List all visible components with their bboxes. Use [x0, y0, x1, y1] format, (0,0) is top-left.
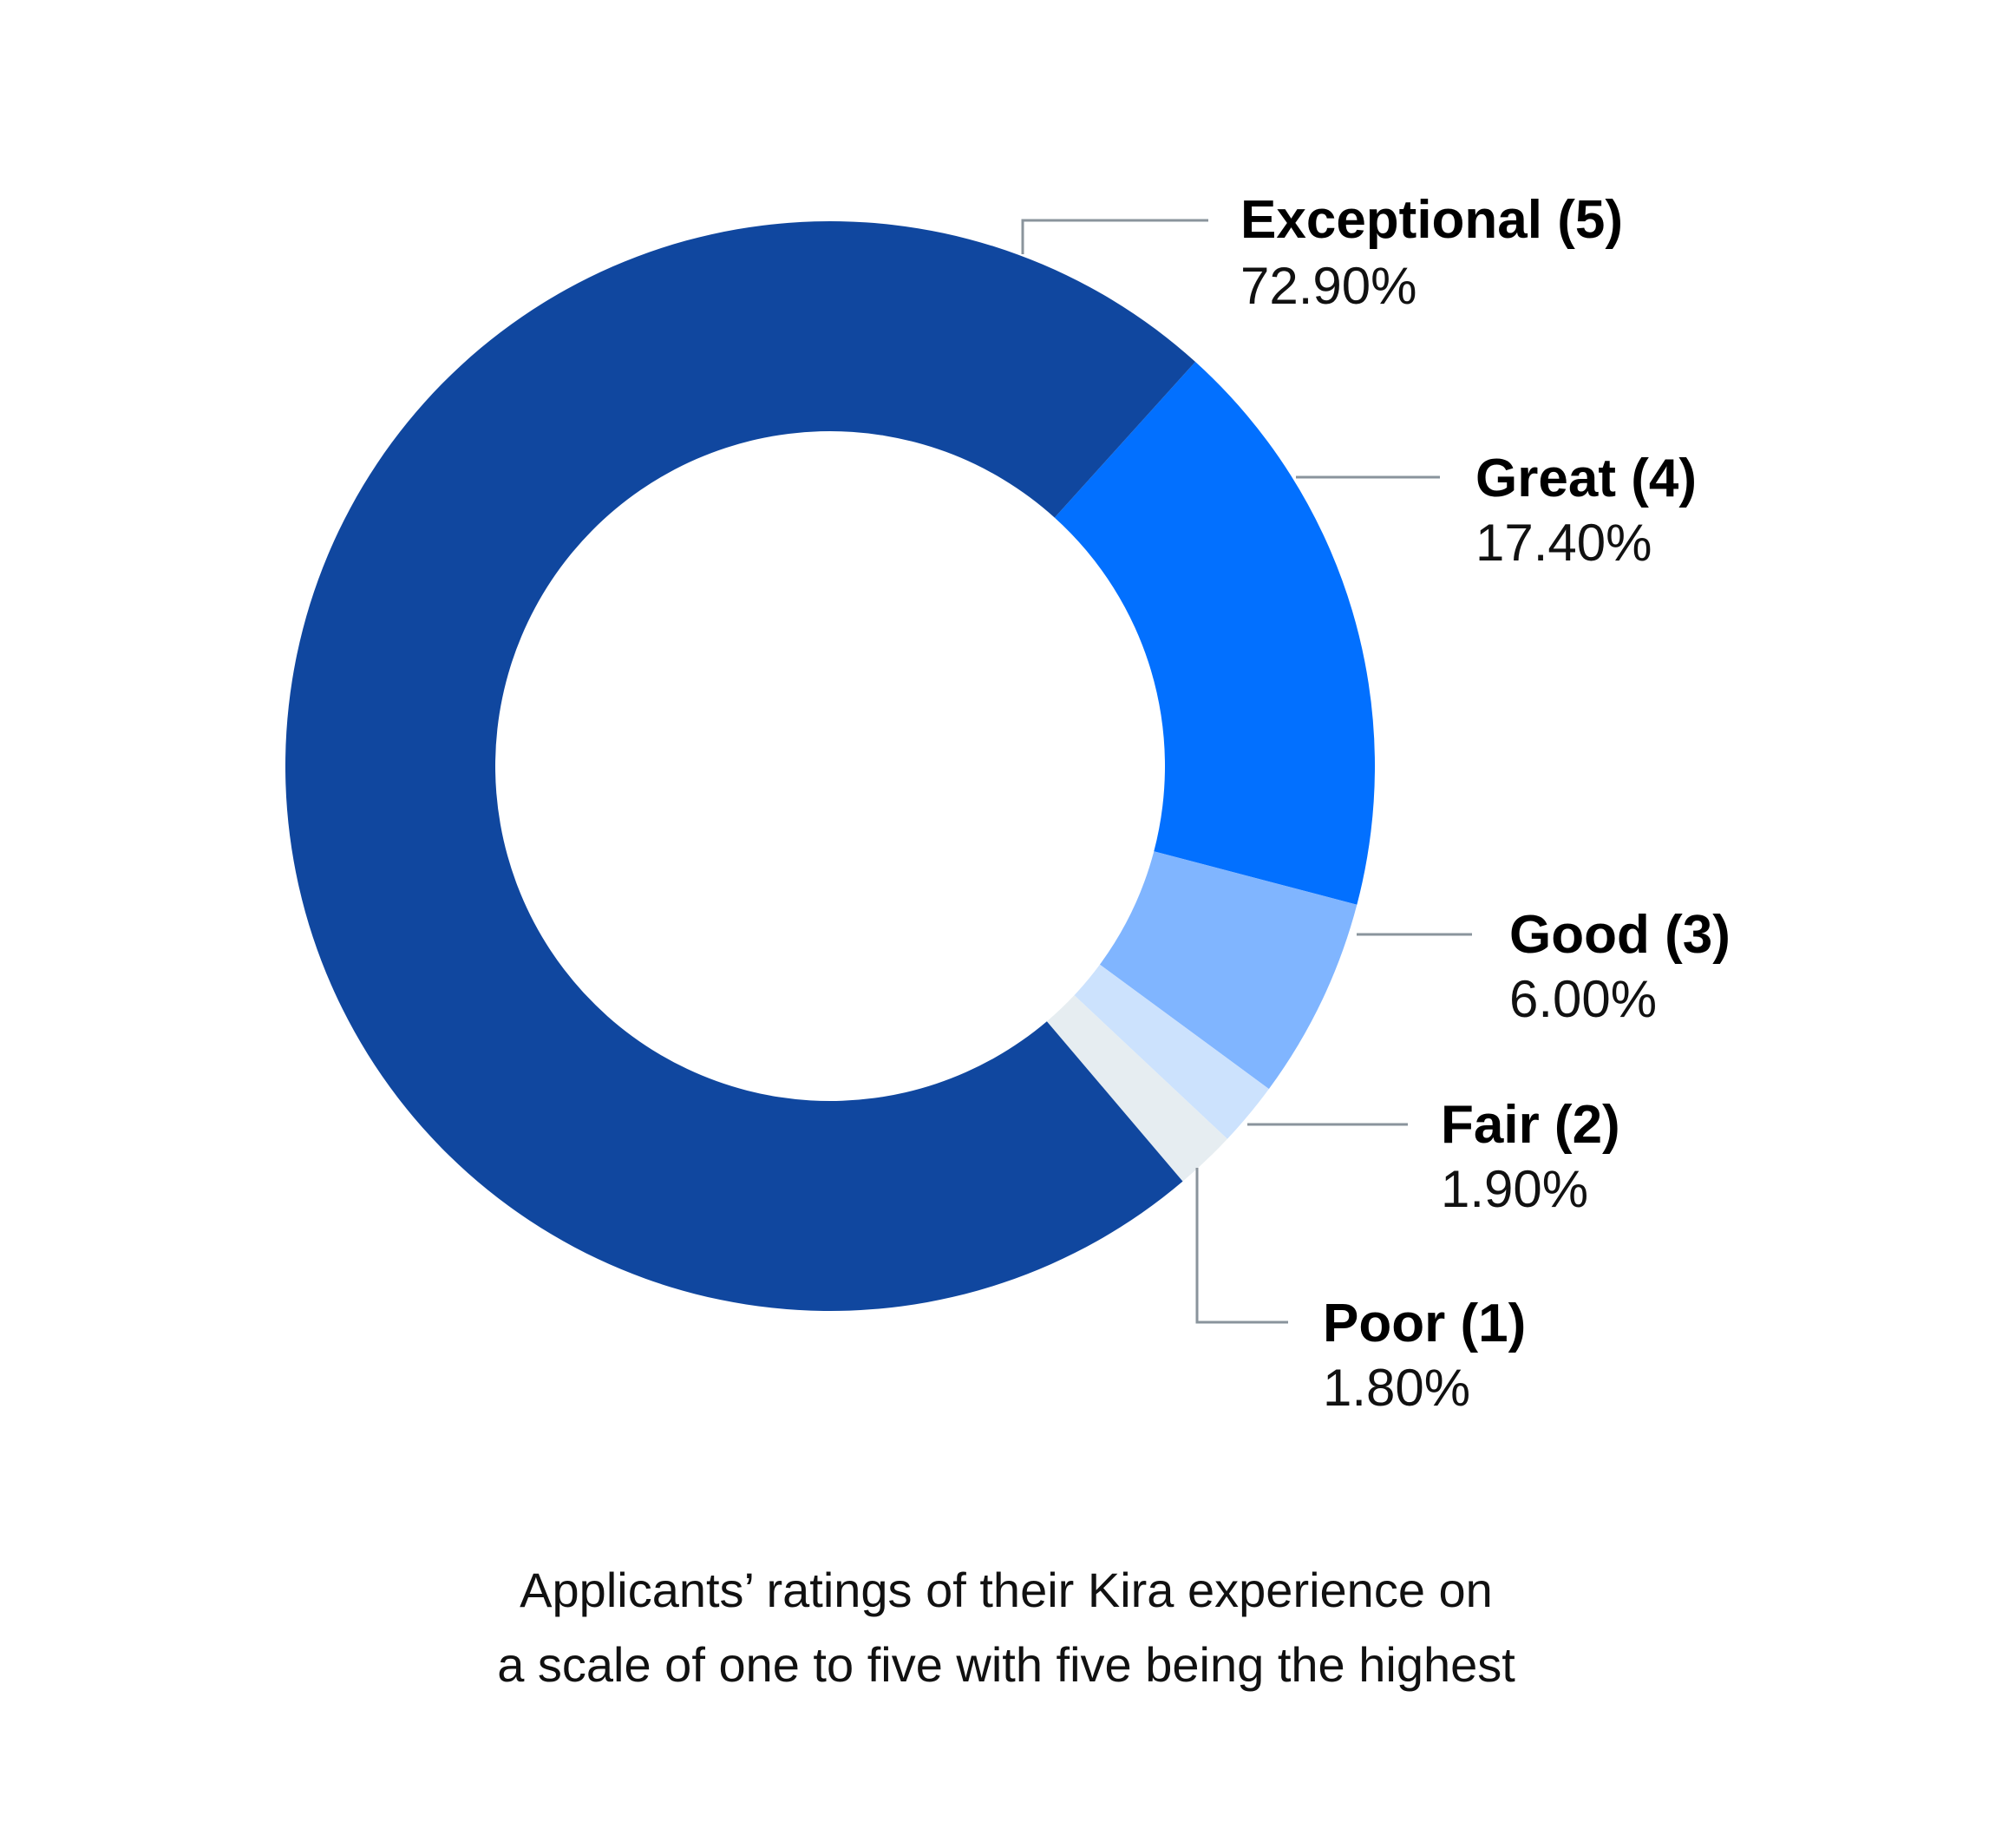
label-exceptional: Exceptional (5) 72.90%	[1240, 190, 1623, 315]
label-pct-great: 17.40%	[1475, 514, 1652, 572]
label-pct-exceptional: 72.90%	[1240, 257, 1417, 315]
label-great: Great (4) 17.40%	[1475, 449, 1697, 572]
label-pct-good: 6.00%	[1509, 970, 1657, 1028]
slice-great	[1054, 362, 1376, 905]
caption-line-2: a scale of one to five with five being t…	[497, 1637, 1515, 1692]
label-name-great: Great (4)	[1475, 449, 1697, 508]
caption-line-1: Applicants’ ratings of their Kira experi…	[520, 1563, 1493, 1617]
leader-line-poor	[1195, 1168, 1288, 1324]
chart-caption: Applicants’ ratings of their Kira experi…	[497, 1563, 1515, 1692]
slice-good	[1099, 851, 1358, 1090]
slice-exceptional	[285, 220, 1196, 1311]
leader-line-exceptional	[1021, 219, 1208, 254]
label-fair: Fair (2) 1.90%	[1441, 1095, 1620, 1218]
label-good: Good (3) 6.00%	[1509, 905, 1730, 1028]
slice-fair	[1074, 964, 1269, 1139]
label-name-exceptional: Exceptional (5)	[1240, 190, 1623, 250]
leader-lines	[1021, 219, 1472, 1324]
label-name-poor: Poor (1)	[1323, 1294, 1526, 1353]
label-name-fair: Fair (2)	[1441, 1095, 1620, 1155]
label-pct-poor: 1.80%	[1323, 1359, 1470, 1417]
label-pct-fair: 1.90%	[1441, 1160, 1588, 1218]
label-name-good: Good (3)	[1509, 905, 1730, 965]
slice-poor	[1046, 995, 1227, 1182]
donut-slices	[285, 220, 1376, 1311]
label-poor: Poor (1) 1.80%	[1323, 1294, 1526, 1417]
